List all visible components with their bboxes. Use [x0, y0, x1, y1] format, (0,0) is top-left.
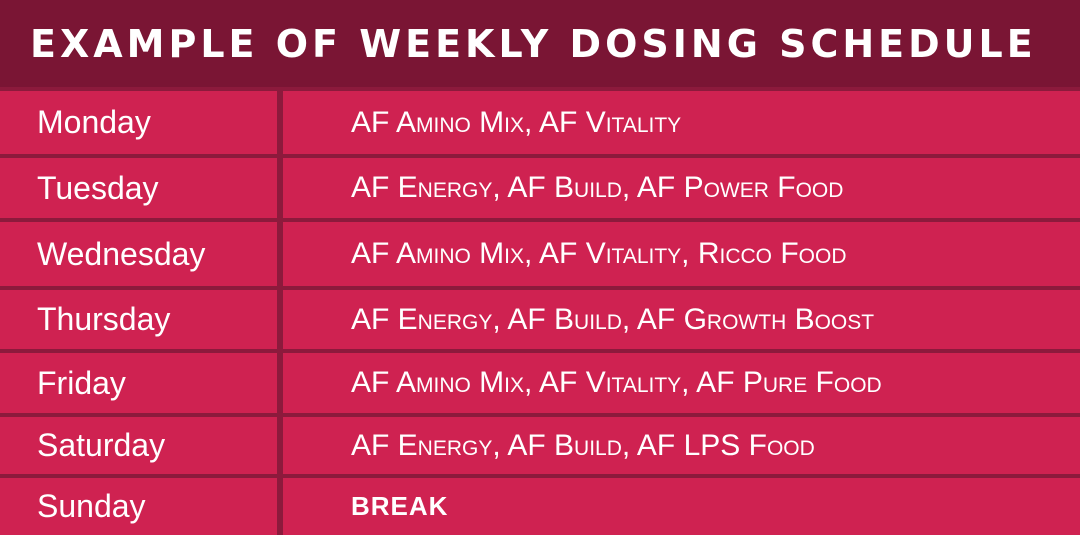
products-label: AF Amino Mix, AF Vitality: [351, 105, 682, 139]
day-label: Sunday: [37, 488, 146, 524]
products-cell: AF Energy, AF Build, AF Growth Boost: [283, 290, 1080, 349]
table-row: Wednesday AF Amino Mix, AF Vitality, Ric…: [0, 222, 1080, 286]
products-label: BREAK: [351, 491, 449, 521]
header-banner: EXAMPLE OF WEEKLY DOSING SCHEDULE: [0, 0, 1080, 87]
table-row: Sunday BREAK: [0, 478, 1080, 535]
products-cell: AF Amino Mix, AF Vitality: [283, 91, 1080, 154]
products-label: AF Amino Mix, AF Vitality, Ricco Food: [351, 237, 847, 270]
day-label: Friday: [37, 364, 126, 401]
day-cell: Monday: [0, 91, 277, 154]
products-cell: BREAK: [283, 478, 1080, 535]
products-cell: AF Energy, AF Build, AF Power Food: [283, 158, 1080, 218]
day-label: Tuesday: [37, 169, 159, 206]
day-cell: Sunday: [0, 478, 277, 535]
day-cell: Wednesday: [0, 222, 277, 286]
products-cell: AF Energy, AF Build, AF LPS Food: [283, 417, 1080, 474]
day-cell: Saturday: [0, 417, 277, 474]
day-cell: Tuesday: [0, 158, 277, 218]
products-cell: AF Amino Mix, AF Vitality, AF Pure Food: [283, 353, 1080, 413]
day-cell: Friday: [0, 353, 277, 413]
products-label: AF Energy, AF Build, AF Growth Boost: [351, 302, 875, 336]
table-row: Saturday AF Energy, AF Build, AF LPS Foo…: [0, 417, 1080, 474]
day-cell: Thursday: [0, 290, 277, 349]
products-cell: AF Amino Mix, AF Vitality, Ricco Food: [283, 222, 1080, 286]
table-row: Thursday AF Energy, AF Build, AF Growth …: [0, 290, 1080, 349]
table-row: Tuesday AF Energy, AF Build, AF Power Fo…: [0, 158, 1080, 218]
table-row: Friday AF Amino Mix, AF Vitality, AF Pur…: [0, 353, 1080, 413]
table-row: Monday AF Amino Mix, AF Vitality: [0, 91, 1080, 154]
products-label: AF Amino Mix, AF Vitality, AF Pure Food: [351, 366, 882, 399]
products-label: AF Energy, AF Build, AF Power Food: [351, 171, 844, 204]
page-title: EXAMPLE OF WEEKLY DOSING SCHEDULE: [30, 21, 1037, 66]
schedule-table: Monday AF Amino Mix, AF Vitality Tuesday…: [0, 87, 1080, 535]
products-label: AF Energy, AF Build, AF LPS Food: [351, 428, 815, 462]
day-label: Saturday: [37, 427, 166, 463]
day-label: Wednesday: [37, 235, 206, 272]
day-label: Monday: [37, 104, 151, 140]
day-label: Thursday: [37, 301, 171, 337]
